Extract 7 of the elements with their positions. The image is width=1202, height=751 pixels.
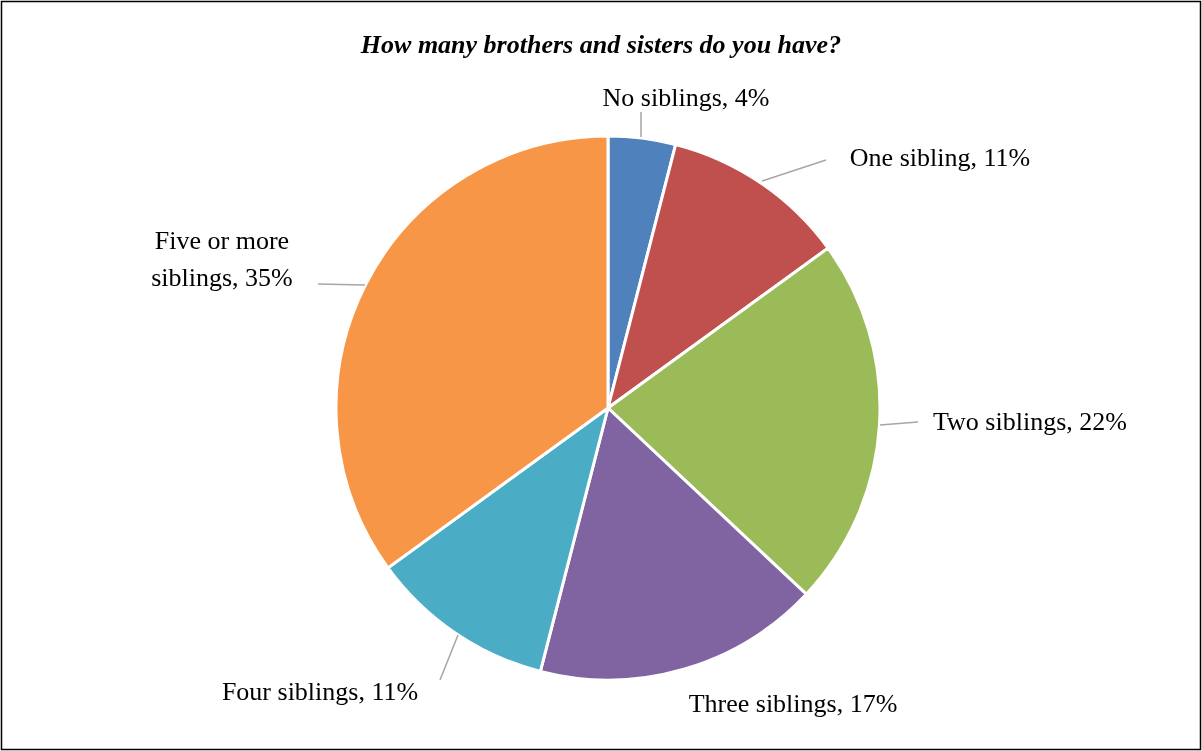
- chart-title: How many brothers and sisters do you have?: [359, 30, 842, 59]
- slice-label: No siblings, 4%: [602, 83, 770, 112]
- slice-label: One sibling, 11%: [849, 143, 1031, 172]
- slice-label: Five or more siblings, 35%: [151, 226, 293, 292]
- slice-label: Four siblings, 11%: [221, 677, 419, 706]
- slice-label: Two siblings, 22%: [933, 407, 1127, 436]
- slice-label: Three siblings, 17%: [688, 689, 898, 718]
